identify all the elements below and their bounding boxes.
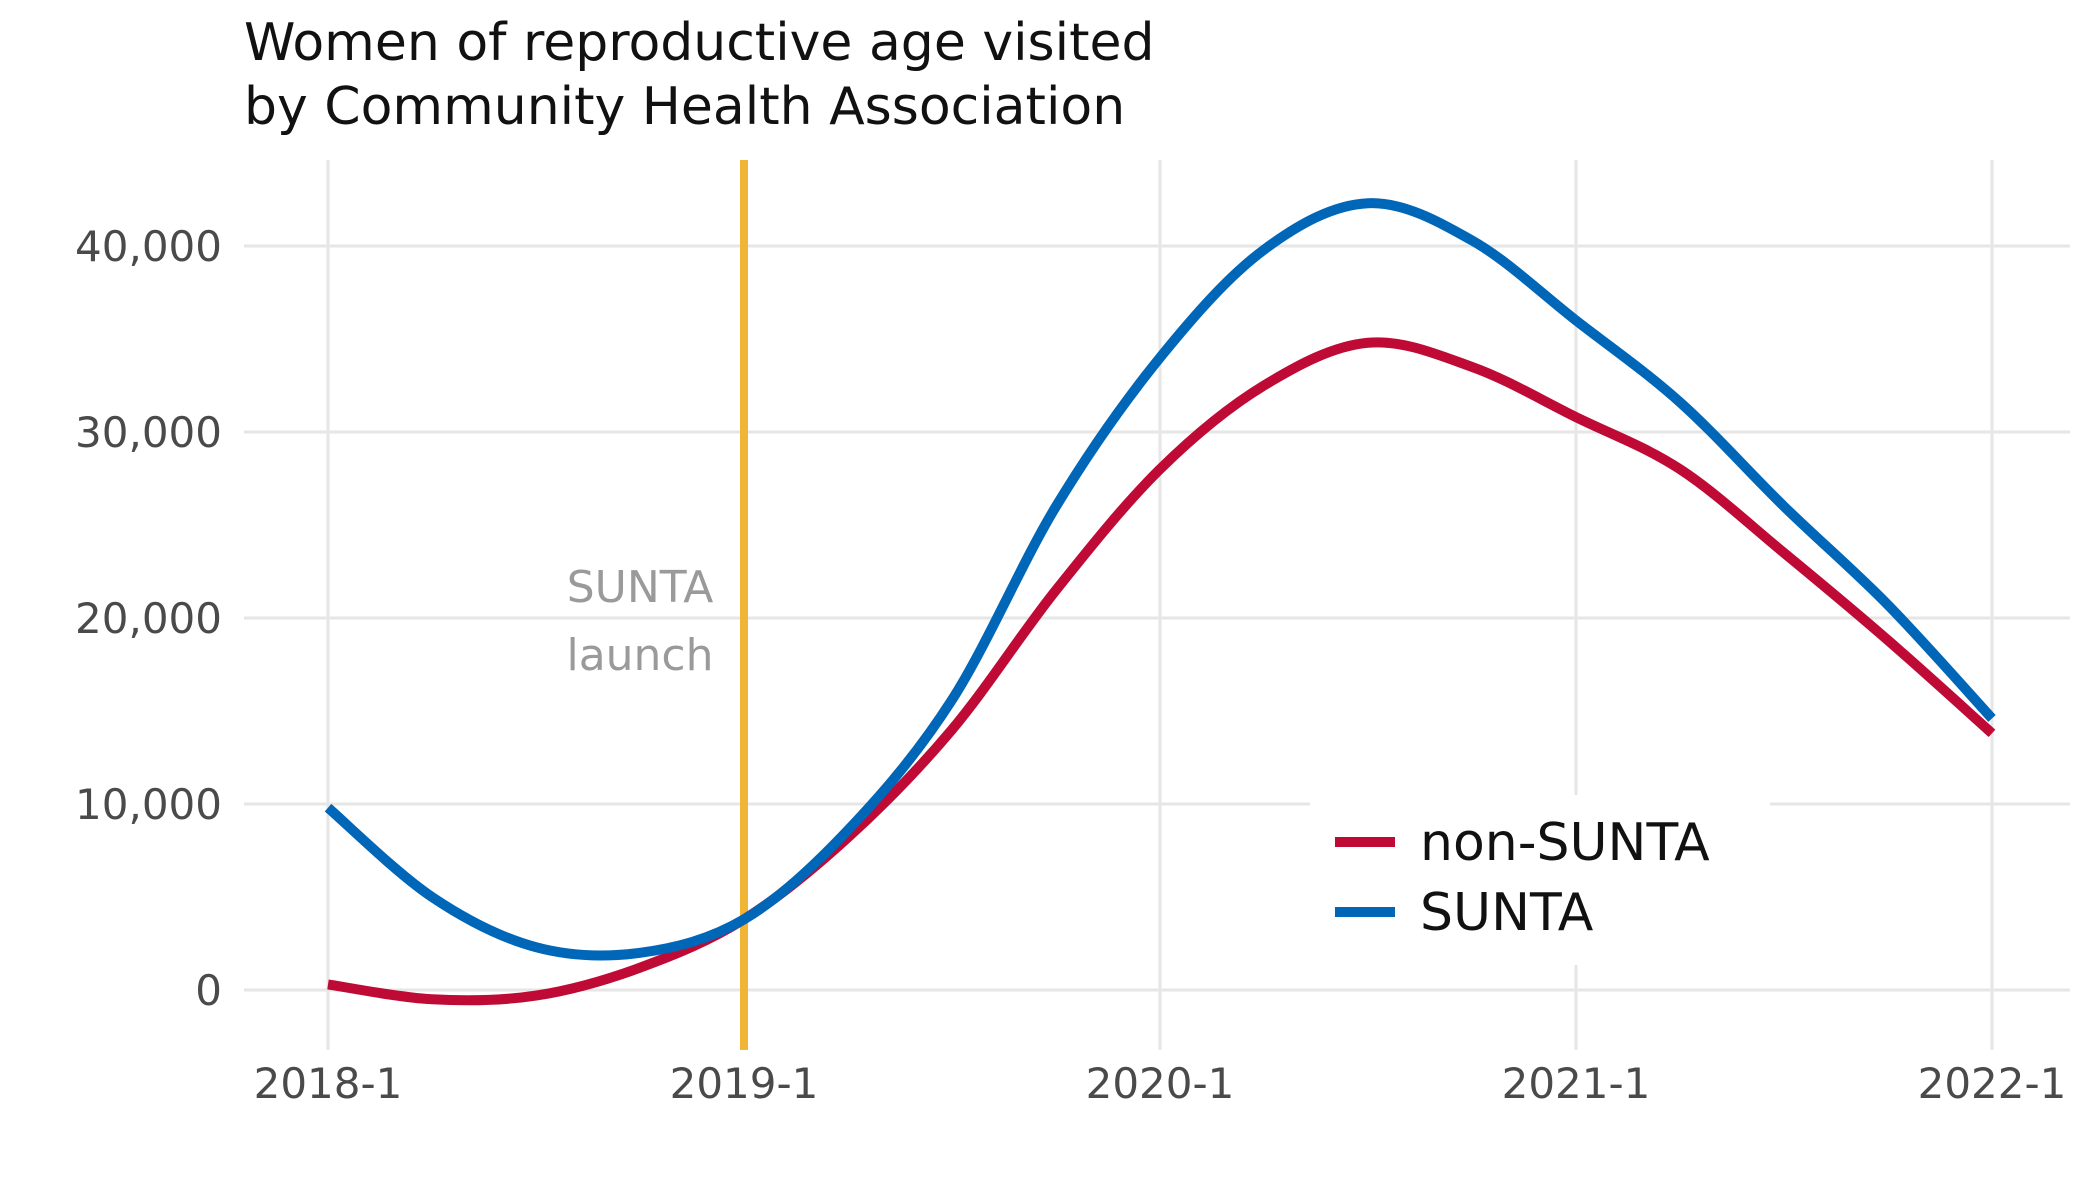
x-tick-label: 2019-1: [670, 1059, 819, 1108]
legend-label-sunta: SUNTA: [1420, 883, 1594, 943]
chart-title-line-1: Women of reproductive age visited: [244, 13, 1154, 73]
annotation-line-2: launch: [566, 630, 713, 681]
y-tick-label: 40,000: [75, 222, 222, 271]
x-tick-label: 2018-1: [254, 1059, 403, 1108]
x-tick-label: 2022-1: [1918, 1059, 2067, 1108]
annotation-line-1: SUNTA: [567, 562, 714, 613]
y-tick-label: 30,000: [75, 408, 222, 457]
x-tick-label: 2020-1: [1086, 1059, 1235, 1108]
launch-annotation: SUNTA launch: [566, 562, 713, 681]
y-axis-ticks: 0 10,000 20,000 30,000 40,000: [75, 222, 222, 1015]
y-tick-label: 20,000: [75, 594, 222, 643]
legend-label-non-sunta: non-SUNTA: [1420, 813, 1710, 873]
chart-title-line-2: by Community Health Association: [244, 77, 1125, 137]
x-axis-ticks: 2018-1 2019-1 2020-1 2021-1 2022-1: [254, 1059, 2067, 1108]
legend: non-SUNTA SUNTA: [1310, 795, 1770, 965]
series-line-non-sunta: [327, 337, 1996, 1006]
series-line-sunta: [324, 198, 1996, 961]
x-tick-label: 2021-1: [1502, 1059, 1651, 1108]
y-tick-label: 10,000: [75, 780, 222, 829]
series-lines: [324, 198, 1996, 1006]
grid-lines: [244, 160, 2070, 1050]
legend-background: [1310, 795, 1770, 965]
y-tick-label: 0: [195, 966, 222, 1015]
